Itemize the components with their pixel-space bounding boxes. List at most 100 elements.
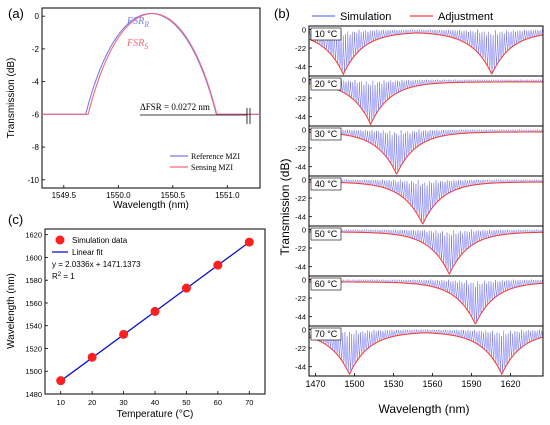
data-point [181,283,191,293]
b-xtick-label: 1620 [500,379,520,389]
b-ytick-label: -22 [295,44,306,53]
temperature-label-box [310,177,342,191]
panel-a-ylabel: Transmission (dB) [6,58,17,139]
b-ytick-label: -22 [295,144,306,153]
temperature-label: 50 °C [315,229,338,239]
a-xtick-label: 1549.5 [52,191,77,200]
panel-c-xlabel: Temperature (°C) [117,409,194,420]
b-ytick-label: 0 [302,125,306,134]
temperature-label-box [310,277,342,291]
b-subplot-frame [308,325,544,377]
simulation-curve [308,178,544,222]
a-xtick-label: 1551.0 [215,191,240,200]
adjustment-curve [308,81,543,126]
data-point [56,376,66,386]
temperature-label: 70 °C [315,329,338,339]
b-ytick-label: -22 [295,244,306,253]
temperature-label: 40 °C [315,179,338,189]
c-ytick-label: 1580 [25,276,42,285]
panel-b-xticks: 1470 1500 1530 1560 1590 1620 [305,373,521,389]
b-ytick-label: -44 [295,313,306,322]
c-xtick-label: 30 [119,398,127,407]
legend-sim-data-marker [55,235,65,245]
temperature-label: 10 °C [315,29,338,39]
b-subplot: 0 -22 -44 20 °C [295,75,544,127]
c-ytick-label: 1540 [25,322,42,331]
b-ytick-label: -44 [295,113,306,122]
temperature-label-box [310,127,342,141]
b-ytick-label: -22 [295,94,306,103]
b-ytick-label: -44 [295,363,306,372]
temperature-label: 30 °C [315,129,338,139]
b-subplot: 0 -22 -44 50 °C [295,225,544,277]
sensing-mzi-curve [42,12,260,115]
legend-sim-data-label: Simulation data [72,236,128,245]
panel-c-yticks: 1480 1500 1520 1540 1560 1580 1600 1620 [25,231,48,399]
r2-value: = 1 [61,272,75,281]
b-ytick-label: 0 [302,75,306,84]
fsr-r-sub: R [143,20,149,29]
fsr-s-annotation: FSRS [126,38,148,51]
panel-c-ylabel: Wavelength (nm) [6,273,17,349]
delta-fsr-annotation: ΔFSR = 0.0272 nm [140,102,210,112]
b-ytick-label: 0 [302,325,306,334]
b-subplot: 0 -22 -44 30 °C [295,125,544,177]
b-ytick-label: 0 [302,275,306,284]
c-ytick-label: 1620 [25,231,42,240]
c-xtick-label: 70 [245,398,253,407]
panel-b-ylabel: Transmission (dB) [278,159,292,256]
simulation-curve [308,228,544,272]
a-ytick-label: -6 [32,110,40,119]
b-xtick-label: 1560 [422,379,442,389]
b-ytick-label: -44 [295,63,306,72]
panel-c-legend: Simulation data Linear fit y = 2.0336x +… [52,235,141,281]
fsr-r-annotation: FSRR [126,16,149,29]
panel-b-label: (b) [274,6,290,21]
adjustment-curve [308,131,543,175]
panel-a-xlabel: Wavelength (nm) [113,200,189,211]
legend-adjustment-label: Adjustment [438,11,493,23]
c-xtick-label: 40 [151,398,159,407]
a-ytick-label: -8 [32,143,40,152]
simulation-curve [308,278,544,322]
a-ytick-label: -2 [32,45,40,54]
c-xtick-label: 10 [57,398,65,407]
a-ytick-label: -10 [27,176,39,185]
simulation-curve [308,78,544,122]
panel-a-curves [42,12,260,115]
panel-c: (c) 1480 1500 1520 1540 1560 1580 1600 1620 10 2… [6,212,266,420]
legend-simulation-label: Simulation [340,11,391,23]
legend-sensing-label: Sensing MZI [191,163,233,172]
b-subplot: 0 -22 -44 40 °C [295,175,544,227]
fsr-r-base: FSR [126,16,144,27]
b-subplot: 0 -22 -44 10 °C [295,25,544,77]
simulation-curve [308,28,544,74]
a-xtick-label: 1550.5 [161,191,186,200]
legend-reference-label: Reference MZI [191,152,240,161]
c-ytick-label: 1500 [25,367,42,376]
temperature-label: 60 °C [315,279,338,289]
b-ytick-label: -22 [295,294,306,303]
b-subplot: 0 -22 -44 60 °C [295,275,544,327]
fit-r-squared: R2 = 1 [52,272,75,281]
fit-equation: y = 2.0336x + 1471.1373 [52,260,141,269]
b-ytick-label: -44 [295,163,306,172]
simulation-curve [308,328,544,372]
temperature-label: 20 °C [315,79,338,89]
b-ytick-label: -22 [295,194,306,203]
panel-c-xticks: 10 20 30 40 50 60 70 [57,391,253,407]
fsr-s-sub: S [144,42,148,51]
b-subplot: 0 -22 -44 70 °C [295,325,544,377]
adjustment-curve [308,332,544,376]
b-ytick-label: -44 [295,263,306,272]
panel-a-legend: Reference MZI Sensing MZI [170,152,240,172]
b-xtick-label: 1530 [383,379,403,389]
a-xtick-label: 1550.0 [106,191,131,200]
c-xtick-label: 60 [214,398,222,407]
fsr-s-base: FSR [126,38,144,49]
c-xtick-label: 20 [88,398,96,407]
b-ytick-label: 0 [302,25,306,34]
panel-b: (b) Simulation Adjustment 0 -22 -44 10 °C 0 -… [274,6,544,416]
temperature-label-box [310,27,342,41]
b-xtick-label: 1470 [305,379,325,389]
